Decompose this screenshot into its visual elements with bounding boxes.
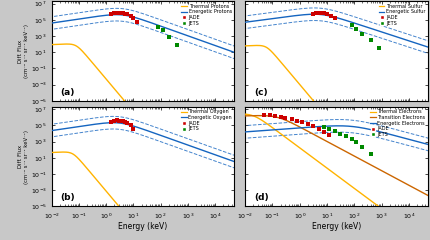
- Point: [375, 47, 382, 50]
- Legend: Thermal Oxygen, Energetic Oxygen, JADE, JETS: Thermal Oxygen, Energetic Oxygen, JADE, …: [180, 108, 233, 132]
- Point: [130, 17, 137, 20]
- Point: [309, 124, 316, 128]
- Point: [282, 116, 289, 120]
- Point: [332, 129, 339, 133]
- Y-axis label: Diff. Flux
(cm⁻² s⁻¹ sr⁻¹ keV⁻¹): Diff. Flux (cm⁻² s⁻¹ sr⁻¹ keV⁻¹): [18, 130, 29, 184]
- Point: [348, 24, 355, 27]
- Text: (b): (b): [61, 193, 75, 202]
- Point: [326, 127, 332, 131]
- Point: [116, 11, 123, 15]
- Point: [343, 134, 350, 138]
- Point: [119, 11, 126, 15]
- Point: [111, 11, 118, 15]
- X-axis label: Energy (keV): Energy (keV): [118, 222, 168, 231]
- Point: [130, 127, 137, 131]
- Point: [277, 115, 284, 119]
- Text: (d): (d): [254, 193, 269, 202]
- Point: [359, 145, 366, 149]
- Point: [154, 24, 161, 28]
- Point: [332, 17, 339, 20]
- Point: [122, 120, 129, 124]
- Y-axis label: Diff. Flux
(cm⁻² s⁻¹ sr⁻¹ keV⁻¹): Diff. Flux (cm⁻² s⁻¹ sr⁻¹ keV⁻¹): [18, 24, 29, 78]
- Point: [116, 119, 123, 122]
- Point: [119, 119, 126, 123]
- Point: [317, 11, 324, 14]
- Point: [261, 113, 268, 117]
- Point: [174, 43, 181, 47]
- Point: [127, 14, 134, 18]
- Point: [323, 12, 330, 16]
- Point: [313, 11, 319, 15]
- X-axis label: Energy (keV): Energy (keV): [312, 222, 361, 231]
- Point: [114, 11, 120, 15]
- Point: [328, 14, 335, 18]
- Text: (c): (c): [254, 88, 268, 97]
- Point: [359, 32, 366, 36]
- Point: [321, 130, 328, 134]
- Point: [298, 120, 305, 124]
- Point: [367, 152, 374, 156]
- Point: [353, 27, 360, 31]
- Legend: Thermal Protons, Energetic Protons, JADE, JETS: Thermal Protons, Energetic Protons, JADE…: [180, 3, 233, 27]
- Legend: Thermal Sulfur, Energetic Sulfur, JADE, JETS: Thermal Sulfur, Energetic Sulfur, JADE, …: [378, 3, 427, 27]
- Point: [348, 137, 355, 141]
- Point: [304, 122, 311, 126]
- Point: [124, 121, 131, 125]
- Point: [309, 12, 316, 16]
- Point: [271, 114, 278, 118]
- Point: [134, 20, 141, 24]
- Point: [267, 113, 273, 117]
- Point: [108, 120, 114, 123]
- Point: [111, 119, 118, 122]
- Legend: Thermal Electrons, Transition Electrons, Energetic Electrons, JADE, JETS: Thermal Electrons, Transition Electrons,…: [369, 108, 427, 138]
- Point: [337, 132, 344, 135]
- Point: [326, 133, 332, 137]
- Point: [315, 127, 322, 131]
- Text: (a): (a): [61, 88, 75, 97]
- Point: [166, 35, 172, 39]
- Point: [288, 117, 295, 121]
- Point: [367, 38, 374, 42]
- Point: [108, 12, 114, 15]
- Point: [321, 11, 328, 15]
- Point: [294, 119, 301, 122]
- Point: [114, 118, 120, 122]
- Point: [315, 11, 322, 15]
- Point: [124, 12, 131, 16]
- Point: [122, 12, 129, 15]
- Point: [321, 125, 328, 129]
- Point: [127, 124, 134, 127]
- Point: [160, 29, 166, 32]
- Point: [353, 140, 360, 144]
